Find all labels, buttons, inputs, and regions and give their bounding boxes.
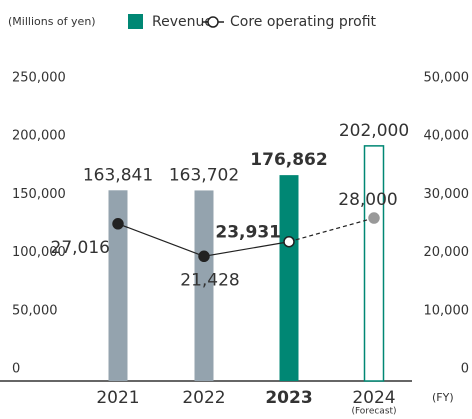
bar-value-label: 176,862 bbox=[250, 150, 327, 170]
x-tick-label: 2024 bbox=[352, 388, 395, 408]
y2-tick-label: 20,000 bbox=[424, 245, 470, 260]
x-tick-label: 2023 bbox=[265, 388, 312, 408]
y-tick-label: 50,000 bbox=[12, 303, 58, 318]
y2-tick-label: 50,000 bbox=[424, 71, 470, 86]
bar bbox=[108, 190, 128, 381]
y2-tick-label: 0 bbox=[461, 362, 469, 377]
bar-value-label: 202,000 bbox=[339, 121, 409, 141]
bar bbox=[194, 190, 214, 381]
line-value-label: 23,931 bbox=[215, 223, 281, 243]
x-tick-label: 2021 bbox=[96, 388, 139, 408]
line-value-label: 28,000 bbox=[338, 190, 397, 210]
annotation: (Forecast) bbox=[351, 407, 396, 417]
line-segment bbox=[117, 223, 205, 257]
line-marker bbox=[112, 218, 124, 230]
line-segment bbox=[203, 241, 290, 257]
line-value-label: 27,016 bbox=[51, 238, 110, 258]
line-value-label: 21,428 bbox=[180, 270, 239, 290]
y-tick-label: 250,000 bbox=[12, 71, 66, 86]
y-tick-label: 0 bbox=[12, 362, 20, 377]
legend-swatch bbox=[128, 14, 143, 29]
y2-tick-label: 10,000 bbox=[424, 303, 470, 318]
y2-tick-label: 30,000 bbox=[424, 187, 470, 202]
y2-tick-label: 40,000 bbox=[424, 129, 470, 144]
bar bbox=[363, 145, 385, 382]
bar-value-label: 163,841 bbox=[83, 165, 153, 185]
y-tick-label: 100,000 bbox=[12, 245, 66, 260]
legend-marker bbox=[207, 16, 219, 28]
y-tick-label: 150,000 bbox=[12, 187, 66, 202]
x-axis-label: (FY) bbox=[432, 391, 454, 404]
bar-value-label: 163,702 bbox=[169, 165, 239, 185]
y-tick-label: 200,000 bbox=[12, 129, 66, 144]
line-marker bbox=[368, 212, 380, 224]
line-segment bbox=[288, 217, 375, 243]
bar bbox=[279, 175, 299, 381]
x-tick-label: 2022 bbox=[182, 388, 225, 408]
line-marker bbox=[283, 235, 295, 248]
unit-label: (Millions of yen) bbox=[8, 15, 96, 28]
legend-label: Core operating profit bbox=[230, 14, 377, 30]
legend-label: Revenue bbox=[152, 14, 213, 30]
line-marker bbox=[198, 250, 210, 263]
